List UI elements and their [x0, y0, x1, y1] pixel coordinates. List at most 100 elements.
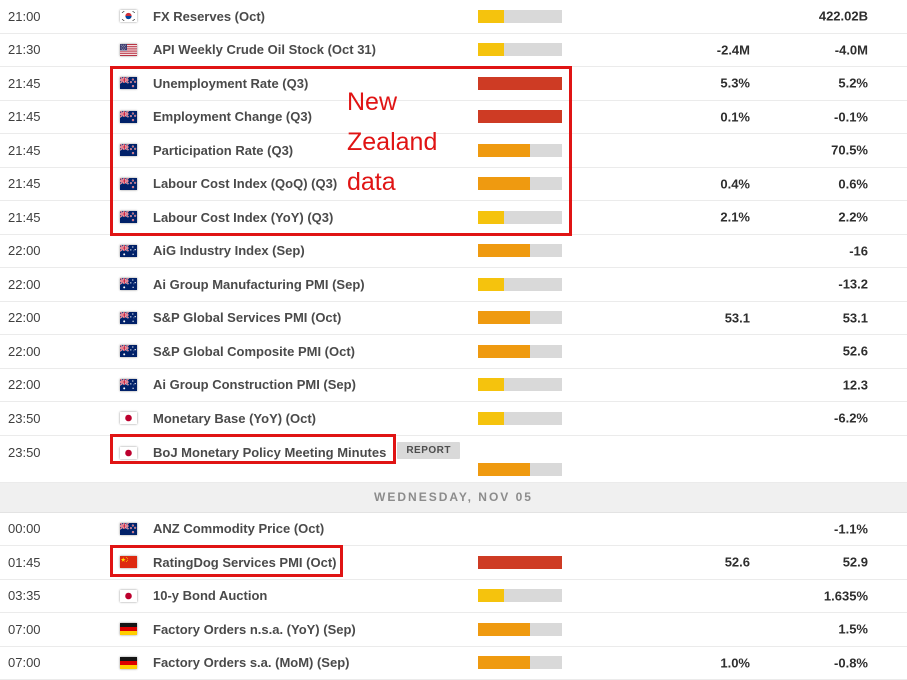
calendar-event-row[interactable]: 21:45 Employment Change (Q3) 0.1% -0.1% [0, 100, 907, 134]
impact-bar-fill [478, 76, 562, 90]
previous-value: -1.1% [834, 521, 868, 537]
event-time: 07:00 [8, 655, 41, 671]
calendar-event-row[interactable]: 22:00 Ai Group Construction PMI (Sep) 12.3 [0, 368, 907, 402]
previous-value: -4.0M [834, 42, 868, 58]
impact-bar-fill [478, 210, 504, 224]
calendar-event-row[interactable]: 21:30 API Weekly Crude Oil Stock (Oct 31)… [0, 33, 907, 67]
calendar-event-row[interactable]: 21:45 Participation Rate (Q3) 70.5% [0, 134, 907, 168]
impact-bar [478, 9, 562, 23]
calendar-event-row[interactable]: 07:00 Factory Orders n.s.a. (YoY) (Sep) 1.… [0, 613, 907, 647]
event-name: S&P Global Services PMI (Oct) [153, 310, 342, 326]
event-time: 21:45 [8, 176, 41, 192]
calendar-event-row[interactable]: 22:00 AiG Industry Index (Sep) -16 [0, 234, 907, 268]
consensus-value: 1.0% [720, 655, 750, 671]
calendar-event-row[interactable]: 22:00 S&P Global Services PMI (Oct) 53.1 53… [0, 301, 907, 335]
previous-value: 52.6 [842, 343, 868, 359]
event-time: 23:50 [8, 410, 41, 426]
calendar-event-row[interactable]: 21:45 Labour Cost Index (QoQ) (Q3) 0.4% 0.6… [0, 167, 907, 201]
flag-new-zealand-icon [120, 144, 137, 157]
impact-bar-fill [478, 378, 504, 392]
previous-value: -0.1% [834, 109, 868, 125]
impact-bar-fill [478, 277, 504, 291]
consensus-value: 2.1% [720, 209, 750, 225]
impact-bar [478, 344, 562, 358]
flag-germany-icon [120, 623, 137, 636]
event-time: 21:45 [8, 75, 41, 91]
previous-value: 5.2% [838, 75, 868, 91]
event-name: Ai Group Manufacturing PMI (Sep) [153, 276, 365, 292]
event-name: Ai Group Construction PMI (Sep) [153, 377, 356, 393]
previous-value: 52.9 [842, 554, 868, 570]
flag-australia-icon [120, 345, 137, 358]
consensus-value: 0.1% [720, 109, 750, 125]
impact-bar [478, 110, 562, 124]
flag-germany-icon [120, 656, 137, 669]
impact-bar [478, 143, 562, 157]
calendar-event-row[interactable]: 21:45 Labour Cost Index (YoY) (Q3) 2.1% 2.2… [0, 201, 907, 235]
impact-bar-fill [478, 555, 562, 569]
calendar-event-row[interactable]: 01:45 RatingDog Services PMI (Oct) 52.6 52.… [0, 546, 907, 580]
previous-value: 2.2% [838, 209, 868, 225]
impact-bar-fill [478, 344, 530, 358]
impact-bar [478, 589, 562, 603]
impact-bar [478, 277, 562, 291]
impact-bar-fill [478, 177, 530, 191]
event-name: Unemployment Rate (Q3) [153, 75, 309, 91]
event-time: 21:45 [8, 109, 41, 125]
event-name: API Weekly Crude Oil Stock (Oct 31) [153, 42, 376, 58]
impact-bar [478, 210, 562, 224]
event-name: ANZ Commodity Price (Oct) [153, 521, 325, 537]
event-name: AiG Industry Index (Sep) [153, 243, 305, 259]
date-separator-label: WEDNESDAY, NOV 05 [374, 490, 533, 504]
event-time: 21:45 [8, 142, 41, 158]
event-time: 22:00 [8, 377, 41, 393]
event-name: FX Reserves (Oct) [153, 8, 265, 24]
impact-bar-fill [478, 43, 504, 57]
impact-bar-fill [478, 589, 504, 603]
calendar-event-row[interactable]: 22:00 Ai Group Manufacturing PMI (Sep) -13… [0, 268, 907, 302]
event-name: Employment Change (Q3) [153, 109, 312, 125]
flag-japan-icon [120, 446, 137, 459]
impact-bar [478, 177, 562, 191]
previous-value: 12.3 [842, 377, 868, 393]
flag-japan-icon [120, 412, 137, 425]
flag-new-zealand-icon [120, 522, 137, 535]
previous-value: 0.6% [838, 176, 868, 192]
impact-bar-fill [478, 110, 562, 124]
calendar-event-row[interactable]: 00:00 ANZ Commodity Price (Oct) -1.1% [0, 512, 907, 546]
calendar-event-row[interactable]: 07:00 Factory Orders s.a. (MoM) (Sep) 1.0%… [0, 646, 907, 680]
event-time: 22:00 [8, 343, 41, 359]
calendar-event-row[interactable]: 21:00 FX Reserves (Oct) 422.02B [0, 0, 907, 34]
event-name: BoJ Monetary Policy Meeting Minutes [153, 444, 387, 460]
impact-bar [478, 43, 562, 57]
previous-value: 1.5% [838, 621, 868, 637]
event-name: Factory Orders s.a. (MoM) (Sep) [153, 655, 350, 671]
flag-australia-icon [120, 278, 137, 291]
event-time: 07:00 [8, 621, 41, 637]
calendar-event-row[interactable]: 21:45 Unemployment Rate (Q3) 5.3% 5.2% [0, 67, 907, 101]
impact-bar-fill [478, 9, 504, 23]
impact-bar [478, 311, 562, 325]
consensus-value: 0.4% [720, 176, 750, 192]
impact-bar-fill [478, 656, 530, 670]
calendar-event-row[interactable]: 22:00 S&P Global Composite PMI (Oct) 52.6 [0, 335, 907, 369]
impact-bar [478, 622, 562, 636]
date-separator: WEDNESDAY, NOV 05 [0, 482, 907, 513]
previous-value: -6.2% [834, 410, 868, 426]
report-badge[interactable]: REPORT [397, 441, 460, 459]
calendar-event-row[interactable]: 23:50 Monetary Base (YoY) (Oct) -6.2% [0, 402, 907, 436]
event-name: 10-y Bond Auction [153, 588, 268, 604]
flag-china-icon [120, 556, 137, 569]
impact-bar [478, 411, 562, 425]
impact-bar [478, 76, 562, 90]
calendar-event-row[interactable]: 23:50 BoJ Monetary Policy Meeting Minutes… [0, 435, 907, 483]
flag-australia-icon [120, 244, 137, 257]
event-time: 21:45 [8, 209, 41, 225]
event-time: 21:00 [8, 8, 41, 24]
calendar-event-row[interactable]: 03:35 10-y Bond Auction 1.635% [0, 579, 907, 613]
event-name: Labour Cost Index (YoY) (Q3) [153, 209, 334, 225]
consensus-value: 52.6 [724, 554, 750, 570]
impact-bar-fill [478, 411, 504, 425]
